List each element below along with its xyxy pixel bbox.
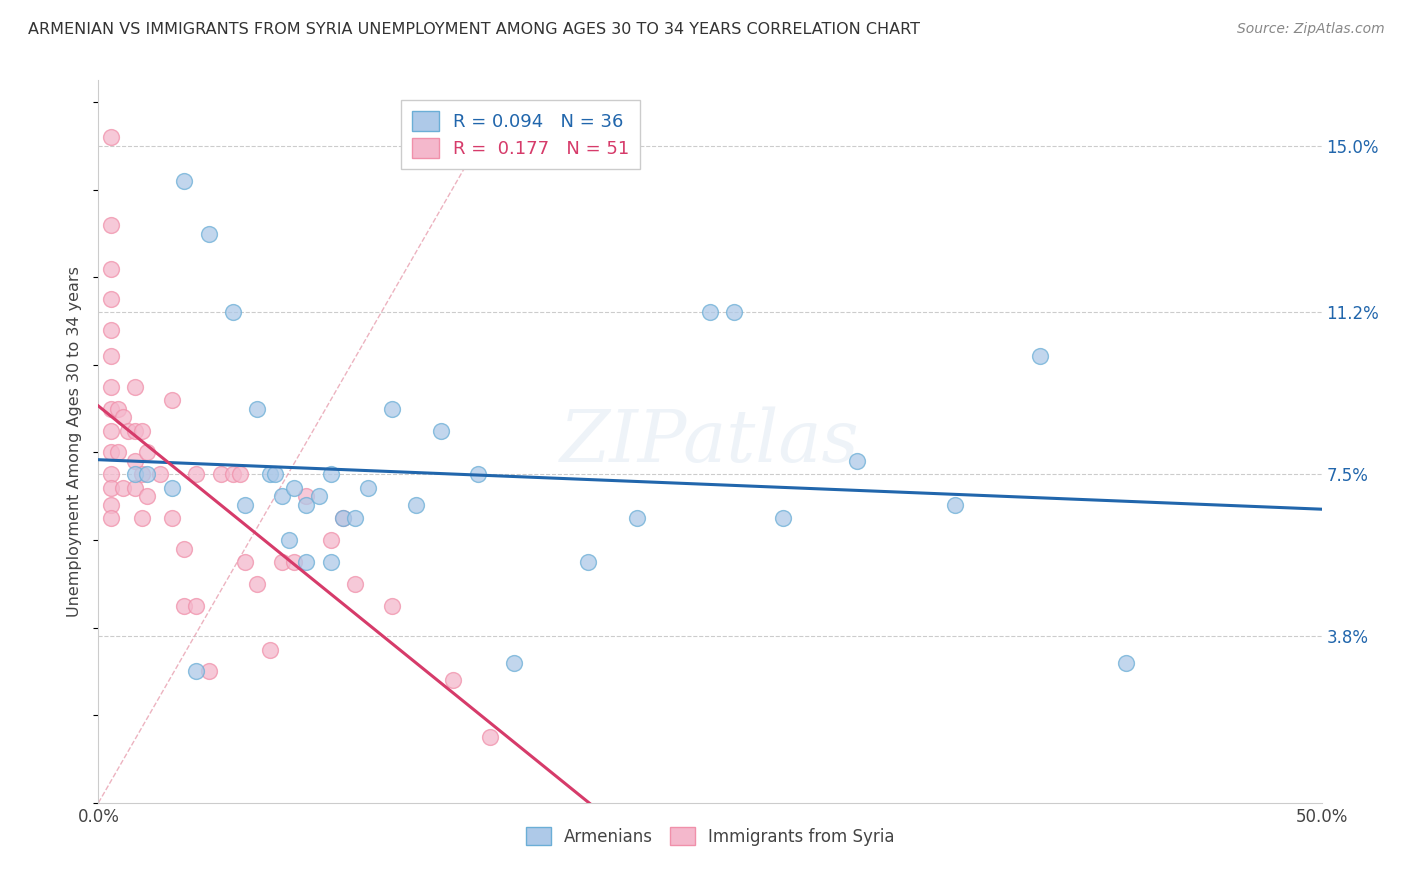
- Point: [283, 555, 305, 569]
- Y-axis label: Unemployment Among Ages 30 to 34 years: Unemployment Among Ages 30 to 34 years: [67, 266, 83, 617]
- Point: [319, 533, 342, 547]
- Point: [430, 424, 453, 438]
- Point: [381, 599, 404, 613]
- Point: [270, 489, 294, 503]
- Point: [160, 511, 183, 525]
- Point: [100, 424, 122, 438]
- Point: [100, 401, 122, 416]
- Point: [263, 467, 285, 482]
- Point: [160, 481, 183, 495]
- Point: [100, 261, 122, 276]
- Point: [332, 511, 354, 525]
- Point: [233, 498, 256, 512]
- Point: [136, 489, 159, 503]
- Point: [772, 511, 794, 525]
- Point: [107, 445, 129, 459]
- Point: [100, 292, 122, 306]
- Point: [100, 323, 122, 337]
- Point: [344, 577, 367, 591]
- Point: [233, 555, 256, 569]
- Point: [441, 673, 464, 688]
- Point: [197, 665, 219, 679]
- Point: [319, 555, 342, 569]
- Point: [278, 533, 301, 547]
- Text: Source: ZipAtlas.com: Source: ZipAtlas.com: [1237, 22, 1385, 37]
- Point: [100, 130, 122, 145]
- Point: [259, 467, 281, 482]
- Point: [295, 555, 318, 569]
- Point: [845, 454, 868, 468]
- Point: [124, 467, 146, 482]
- Point: [186, 599, 208, 613]
- Point: [149, 467, 172, 482]
- Point: [943, 498, 966, 512]
- Point: [283, 481, 305, 495]
- Point: [626, 511, 648, 525]
- Point: [111, 481, 134, 495]
- Point: [478, 730, 501, 744]
- Text: ARMENIAN VS IMMIGRANTS FROM SYRIA UNEMPLOYMENT AMONG AGES 30 TO 34 YEARS CORRELA: ARMENIAN VS IMMIGRANTS FROM SYRIA UNEMPL…: [28, 22, 920, 37]
- Point: [405, 498, 427, 512]
- Point: [503, 656, 526, 670]
- Point: [136, 445, 159, 459]
- Point: [131, 511, 153, 525]
- Point: [131, 467, 153, 482]
- Point: [222, 305, 245, 319]
- Point: [295, 498, 318, 512]
- Point: [100, 511, 122, 525]
- Point: [197, 227, 219, 241]
- Point: [246, 577, 269, 591]
- Point: [356, 481, 378, 495]
- Point: [173, 541, 195, 556]
- Point: [160, 392, 183, 407]
- Point: [222, 467, 245, 482]
- Legend: Armenians, Immigrants from Syria: Armenians, Immigrants from Syria: [519, 821, 901, 852]
- Text: ZIPatlas: ZIPatlas: [560, 406, 860, 477]
- Point: [186, 665, 208, 679]
- Point: [186, 467, 208, 482]
- Point: [100, 380, 122, 394]
- Point: [117, 424, 139, 438]
- Point: [1029, 349, 1052, 363]
- Point: [381, 401, 404, 416]
- Point: [100, 481, 122, 495]
- Point: [131, 424, 153, 438]
- Point: [111, 410, 134, 425]
- Point: [699, 305, 721, 319]
- Point: [723, 305, 745, 319]
- Point: [100, 467, 122, 482]
- Point: [136, 467, 159, 482]
- Point: [319, 467, 342, 482]
- Point: [270, 555, 294, 569]
- Point: [332, 511, 354, 525]
- Point: [173, 599, 195, 613]
- Point: [124, 424, 146, 438]
- Point: [124, 454, 146, 468]
- Point: [467, 467, 489, 482]
- Point: [246, 401, 269, 416]
- Point: [107, 401, 129, 416]
- Point: [100, 349, 122, 363]
- Point: [124, 380, 146, 394]
- Point: [229, 467, 252, 482]
- Point: [344, 511, 367, 525]
- Point: [100, 498, 122, 512]
- Point: [308, 489, 330, 503]
- Point: [100, 218, 122, 232]
- Point: [124, 481, 146, 495]
- Point: [1115, 656, 1137, 670]
- Point: [576, 555, 599, 569]
- Point: [295, 489, 318, 503]
- Point: [173, 174, 195, 188]
- Point: [259, 642, 281, 657]
- Point: [100, 445, 122, 459]
- Point: [209, 467, 232, 482]
